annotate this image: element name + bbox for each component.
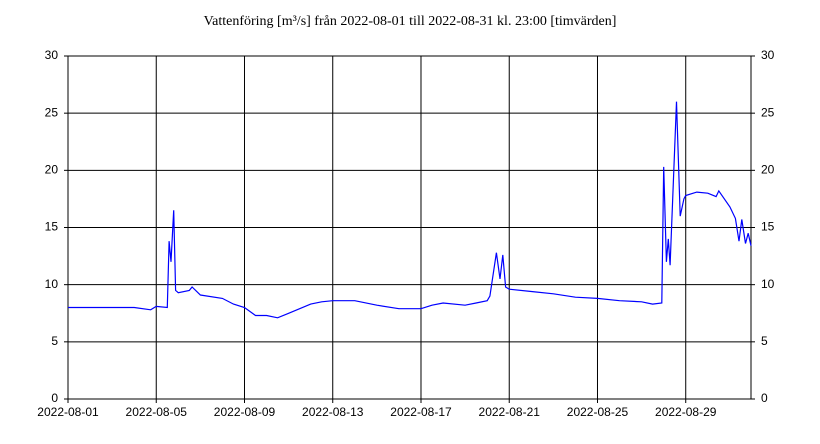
- y2-tick-label: 10: [761, 277, 775, 291]
- x-tick-label: 2022-08-01: [37, 405, 99, 419]
- y2-tick-label: 5: [761, 334, 768, 348]
- x-tick-label: 2022-08-05: [126, 405, 188, 419]
- x-tick-label: 2022-08-17: [390, 405, 452, 419]
- y2-tick-label: 0: [761, 391, 768, 405]
- y-tick-label: 0: [51, 391, 58, 405]
- x-tick-label: 2022-08-09: [214, 405, 276, 419]
- y-tick-label: 20: [45, 163, 59, 177]
- plot-frame: [67, 55, 752, 400]
- y2-tick-label: 20: [761, 163, 775, 177]
- x-tick-label: 2022-08-21: [479, 405, 541, 419]
- x-tick-label: 2022-08-13: [302, 405, 364, 419]
- y-tick-label: 5: [51, 334, 58, 348]
- y2-tick-label: 15: [761, 220, 775, 234]
- chart-title: Vattenföring [m³/s] från 2022-08-01 till…: [204, 14, 617, 29]
- y-tick-label: 15: [45, 220, 59, 234]
- y2-tick-label: 30: [761, 48, 775, 62]
- y2-tick-label: 25: [761, 105, 775, 119]
- data-line: [68, 101, 752, 319]
- y-tick-label: 30: [45, 48, 59, 62]
- y-tick-label: 25: [45, 105, 59, 119]
- x-tick-label: 2022-08-29: [655, 405, 717, 419]
- y-tick-label: 10: [45, 277, 59, 291]
- x-tick-label: 2022-08-25: [567, 405, 629, 419]
